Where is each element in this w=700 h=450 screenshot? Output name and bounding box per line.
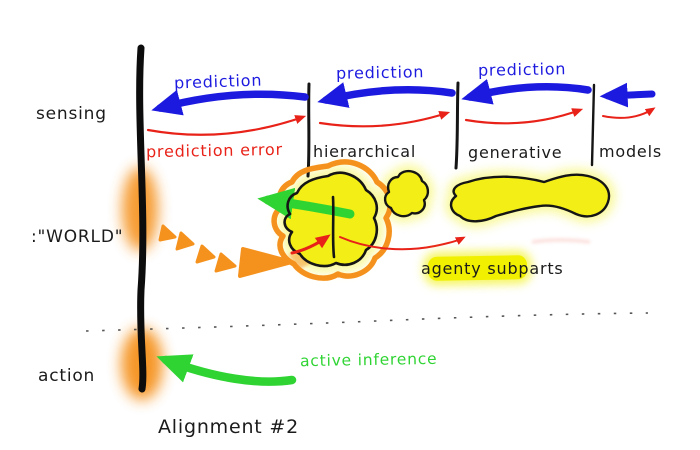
active-inference-arrow	[156, 354, 297, 386]
prediction-arrow-1	[151, 89, 309, 116]
prediction-label-2: prediction	[335, 62, 425, 83]
hierarchy-divider-3	[590, 83, 596, 167]
sub-blob	[383, 170, 430, 218]
prediction-arrow-3	[461, 78, 592, 105]
prediction-error-label: prediction error	[145, 139, 284, 162]
prediction-arrow-4	[599, 82, 656, 108]
flow-triangle-3	[195, 244, 216, 264]
dotted-baseline	[85, 312, 649, 332]
prediction-label-3: prediction	[477, 59, 567, 80]
subpart-internal-error-arrow	[290, 234, 331, 255]
active-inference-label: active inference	[299, 349, 438, 371]
world-label: :"WORLD"	[31, 227, 124, 247]
agent-output-arrow	[257, 187, 355, 220]
flow-triangle-2	[175, 231, 195, 251]
generative-label: generative	[468, 143, 563, 162]
world-boundary-line	[136, 44, 147, 393]
hierarchy-divider-2	[454, 81, 460, 170]
sensing-label: sensing	[36, 104, 107, 124]
agent-blob-outline	[283, 171, 379, 268]
flow-triangle-big	[238, 247, 294, 278]
flow-triangle-4	[214, 252, 237, 273]
hierarchical-label: hierarchical	[313, 142, 417, 161]
prediction-error-arrow-1	[146, 115, 307, 136]
faded-error-stroke	[531, 238, 591, 244]
models-label: models	[599, 142, 662, 161]
elongated-blob	[449, 173, 611, 223]
subpart-outgoing-error-arrow	[339, 236, 466, 251]
prediction-arrow-2	[317, 82, 456, 108]
prediction-error-arrow-3	[464, 108, 584, 125]
agent-internal-model-bar	[331, 195, 336, 259]
agenty-subparts-label: agenty subparts	[421, 259, 564, 278]
prediction-error-arrow-4	[602, 107, 656, 119]
prediction-label-1: prediction	[173, 70, 263, 93]
action-label: action	[38, 366, 96, 386]
flow-triangle-1	[158, 224, 177, 242]
diagram-caption: Alignment #2	[158, 416, 299, 438]
prediction-error-arrow-2	[318, 110, 451, 128]
